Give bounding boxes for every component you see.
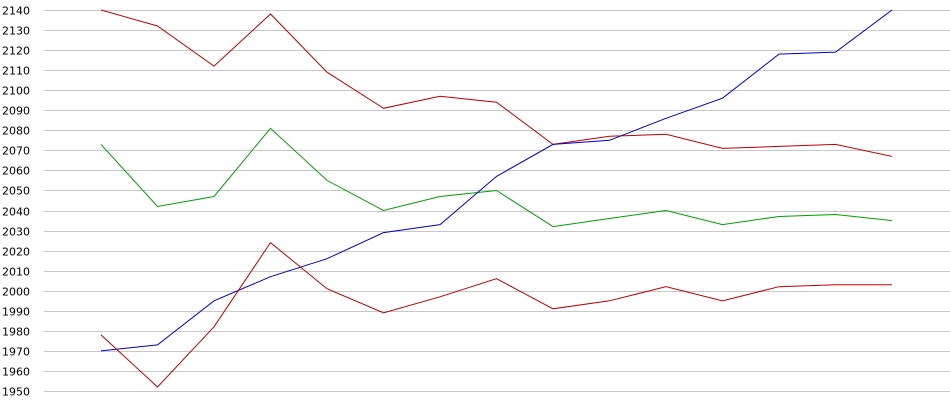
series-line-2 [100,127,893,228]
series-line-1 [100,9,893,157]
y-tick-label: 2140 [2,5,30,18]
y-tick-label: 1980 [2,326,30,339]
y-tick-label: 1990 [2,306,30,319]
y-tick-label: 2110 [2,65,30,78]
series-line-3 [100,9,893,352]
gridlines [44,10,950,392]
y-tick-label: 2030 [2,226,30,239]
y-tick-label: 2050 [2,185,30,198]
y-tick-label: 1950 [2,386,30,399]
y-tick-label: 2040 [2,206,30,219]
y-tick-label: 2070 [2,145,30,158]
y-tick-label: 1960 [2,366,30,379]
y-tick-label: 2130 [2,25,30,38]
series-lines [100,9,893,388]
y-tick-label: 2000 [2,286,30,299]
y-tick-label: 2080 [2,125,30,138]
y-tick-label: 1970 [2,346,30,359]
series-line-4 [100,241,892,388]
y-tick-label: 2090 [2,105,30,118]
y-tick-label: 2100 [2,85,30,98]
y-axis-tick-labels: 1950 1960 1970 1980 1990 2000 2010 2020 2030 2040… [2,5,30,399]
y-tick-label: 2120 [2,45,30,58]
y-tick-label: 2010 [2,266,30,279]
y-tick-label: 2020 [2,246,30,259]
y-tick-label: 2060 [2,165,30,178]
